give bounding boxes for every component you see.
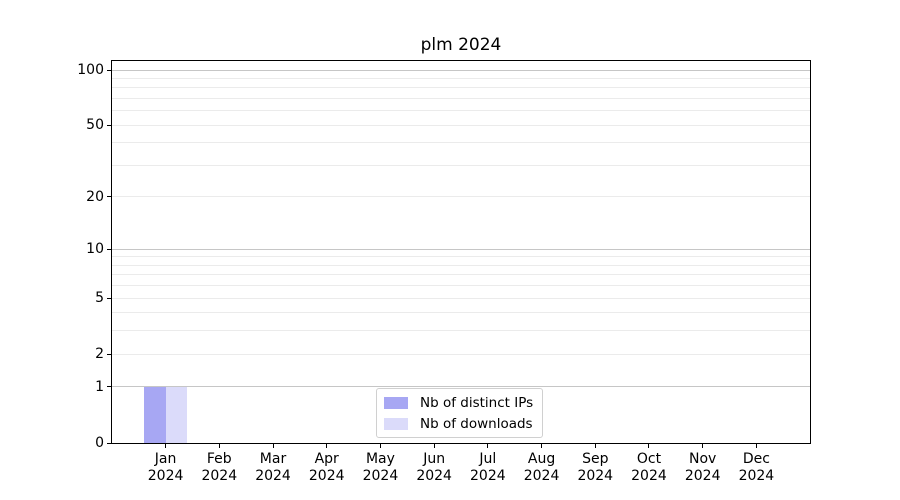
x-tick-mark <box>326 444 328 448</box>
minor-gridline <box>112 196 810 198</box>
minor-gridline <box>112 312 810 314</box>
legend-item: Nb of downloads <box>384 414 533 433</box>
x-tick-mark <box>541 444 543 448</box>
minor-gridline <box>112 353 810 355</box>
y-tick-mark <box>107 297 112 299</box>
legend: Nb of distinct IPs Nb of downloads <box>376 388 544 438</box>
bar-nb-of-distinct-ips <box>144 386 166 443</box>
y-tick-label: 1 <box>95 378 104 395</box>
x-tick-label: Apr 2024 <box>308 451 345 484</box>
minor-gridline <box>112 297 810 299</box>
x-tick-mark <box>379 444 381 448</box>
minor-gridline <box>112 77 810 79</box>
x-tick-mark <box>272 444 274 448</box>
y-tick-label: 10 <box>86 241 104 258</box>
x-tick-label: Nov 2024 <box>684 451 721 484</box>
minor-gridline <box>112 164 810 166</box>
legend-label: Nb of distinct IPs <box>420 394 534 411</box>
y-tick-label: 0 <box>95 435 104 451</box>
legend-swatch <box>384 396 408 409</box>
y-tick-label: 20 <box>86 188 104 205</box>
plot-area: Nb of distinct IPs Nb of downloads <box>111 60 811 444</box>
x-tick-label: Jul 2024 <box>470 451 506 484</box>
y-tick-mark <box>107 196 112 198</box>
x-tick-label: Jan 2024 <box>147 451 184 484</box>
major-gridline <box>112 69 810 71</box>
x-tick-label: Jun 2024 <box>416 451 452 484</box>
major-gridline <box>112 386 810 388</box>
bar-nb-of-downloads <box>165 386 188 443</box>
minor-gridline <box>112 97 810 99</box>
x-tick-label: Mar 2024 <box>255 451 291 484</box>
y-tick-label: 50 <box>86 117 104 134</box>
x-tick-mark <box>594 444 596 448</box>
x-tick-mark <box>648 444 650 448</box>
minor-gridline <box>112 124 810 126</box>
x-tick-mark <box>433 444 435 448</box>
y-tick-mark <box>107 69 112 71</box>
y-tick-mark <box>107 124 112 126</box>
y-tick-mark <box>107 386 112 388</box>
minor-gridline <box>112 285 810 287</box>
x-tick-mark <box>755 444 757 448</box>
minor-gridline <box>112 87 810 89</box>
y-tick-label: 2 <box>95 346 104 363</box>
y-tick-mark <box>107 248 112 250</box>
minor-gridline <box>112 256 810 258</box>
x-tick-mark <box>165 444 167 448</box>
legend-item: Nb of distinct IPs <box>384 393 533 412</box>
x-tick-label: Aug 2024 <box>523 451 560 484</box>
x-tick-label: Dec 2024 <box>738 451 775 484</box>
minor-gridline <box>112 274 810 276</box>
minor-gridline <box>112 110 810 112</box>
x-tick-mark <box>218 444 220 448</box>
x-tick-label: May 2024 <box>362 451 399 484</box>
legend-label: Nb of downloads <box>420 415 533 432</box>
y-tick-mark <box>107 353 112 355</box>
y-tick-mark <box>107 442 112 444</box>
x-tick-mark <box>702 444 704 448</box>
minor-gridline <box>112 264 810 266</box>
y-tick-label: 100 <box>77 62 104 78</box>
x-tick-label: Oct 2024 <box>631 451 667 484</box>
major-gridline <box>112 248 810 250</box>
legend-swatch <box>384 417 408 430</box>
x-tick-mark <box>487 444 489 448</box>
chart-title: plm 2024 <box>420 35 502 55</box>
minor-gridline <box>112 330 810 332</box>
minor-gridline <box>112 142 810 144</box>
x-tick-label: Sep 2024 <box>577 451 614 484</box>
x-tick-label: Feb 2024 <box>201 451 238 484</box>
y-tick-label: 5 <box>95 290 104 307</box>
